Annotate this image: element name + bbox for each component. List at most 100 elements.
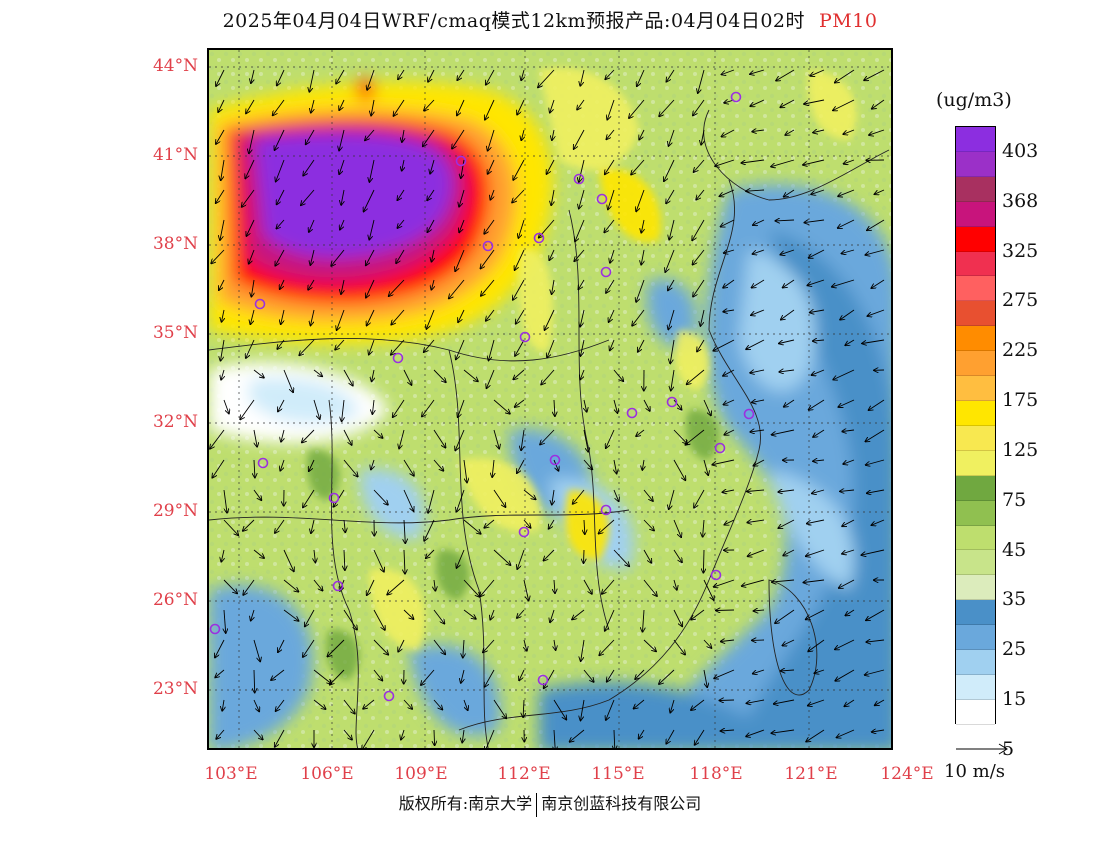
wind-vector	[275, 129, 285, 150]
wind-vector	[433, 369, 446, 382]
wind-vector	[751, 309, 765, 315]
wind-vector	[810, 69, 825, 76]
wind-vector	[778, 519, 795, 528]
wind-vector	[253, 729, 263, 740]
legend-swatch	[956, 376, 995, 401]
wind-vector	[552, 129, 554, 140]
wind-vector	[753, 219, 765, 225]
wind-vector	[313, 579, 323, 591]
wind-vector	[550, 609, 555, 622]
wind-vector	[311, 309, 315, 325]
wind-vector	[433, 639, 445, 654]
city-marker	[209, 623, 221, 635]
wind-vector	[806, 729, 825, 742]
wind-vector	[433, 699, 442, 710]
wind-vector	[403, 369, 412, 385]
wind-vector	[273, 99, 285, 115]
legend-swatch	[956, 176, 995, 202]
wind-vector	[519, 669, 525, 680]
wind-vector	[251, 69, 254, 83]
wind-vector	[643, 399, 650, 411]
wind-vector	[493, 549, 511, 565]
city-marker	[730, 91, 742, 103]
wind-vector	[430, 159, 435, 174]
wind-vector	[367, 309, 375, 326]
wind-vector	[643, 489, 653, 501]
wind-vector	[554, 729, 555, 748]
wind-vector	[779, 339, 795, 344]
wind-vector	[844, 699, 855, 706]
wind-vector	[483, 639, 495, 652]
legend-swatch	[956, 674, 995, 700]
wind-vector	[547, 159, 555, 174]
wind-vector	[784, 189, 795, 197]
wind-vector	[484, 519, 495, 528]
wind-vector	[741, 159, 765, 163]
lon-label: 118°E	[689, 764, 743, 784]
lat-label: 23°N	[152, 679, 198, 699]
wind-vector	[423, 129, 435, 146]
wind-vector	[580, 369, 585, 380]
city-marker	[533, 232, 545, 244]
wind-vector	[714, 579, 735, 587]
wind-vector	[772, 580, 795, 582]
city-marker	[518, 526, 530, 538]
wind-vector	[807, 279, 825, 285]
city-marker	[392, 352, 404, 364]
wind-vector	[580, 69, 585, 86]
wind-vector	[277, 339, 285, 349]
wind-vector	[864, 69, 885, 80]
wind-vector	[432, 249, 435, 262]
wind-vector	[574, 129, 585, 149]
wind-vector	[403, 609, 414, 619]
wind-vector	[302, 429, 315, 443]
wind-vector	[339, 129, 345, 151]
wind-vector	[211, 249, 225, 263]
wind-vector	[221, 369, 224, 380]
wind-vector	[614, 729, 615, 748]
wind-vector	[754, 610, 765, 611]
wind-vector	[276, 159, 285, 182]
wind-vector	[487, 369, 495, 388]
wind-vector	[753, 669, 765, 674]
wind-vector	[666, 69, 675, 82]
wind-vector	[434, 729, 435, 745]
wind-vector	[313, 699, 326, 709]
wind-vector	[750, 99, 765, 106]
wind-vector	[538, 69, 555, 87]
wind-vector	[457, 549, 465, 568]
lat-label: 35°N	[152, 323, 198, 343]
wind-vector	[869, 129, 885, 135]
wind-vector	[283, 609, 299, 621]
wind-vector	[780, 99, 795, 107]
wind-vector	[691, 609, 705, 620]
wind-vector	[461, 669, 464, 683]
wind-vector	[835, 639, 855, 649]
wind-vector	[605, 159, 615, 174]
wind-vector	[246, 339, 255, 358]
wind-vector	[721, 640, 735, 642]
wind-vector	[524, 639, 527, 651]
wind-vector	[703, 669, 707, 687]
wind-vector	[810, 310, 825, 313]
wind-vector	[814, 670, 825, 673]
wind-vector	[641, 219, 644, 233]
city-marker	[455, 155, 467, 167]
wind-vector	[488, 159, 495, 174]
city-marker	[328, 492, 340, 504]
wind-vector	[750, 430, 765, 432]
wind-vector	[842, 549, 855, 554]
wind-vector	[243, 579, 255, 595]
wind-vector	[673, 609, 682, 626]
wind-vector	[804, 99, 825, 104]
wind-vector	[343, 609, 357, 630]
wind-vector	[369, 339, 375, 355]
wind-vector	[865, 249, 885, 255]
lat-label: 32°N	[152, 412, 198, 432]
wind-vector	[806, 609, 825, 619]
forecast-map[interactable]	[207, 48, 893, 750]
wind-vector	[772, 429, 795, 435]
wind-vector	[583, 669, 594, 682]
wind-vector	[513, 279, 525, 300]
wind-vector	[583, 459, 592, 469]
